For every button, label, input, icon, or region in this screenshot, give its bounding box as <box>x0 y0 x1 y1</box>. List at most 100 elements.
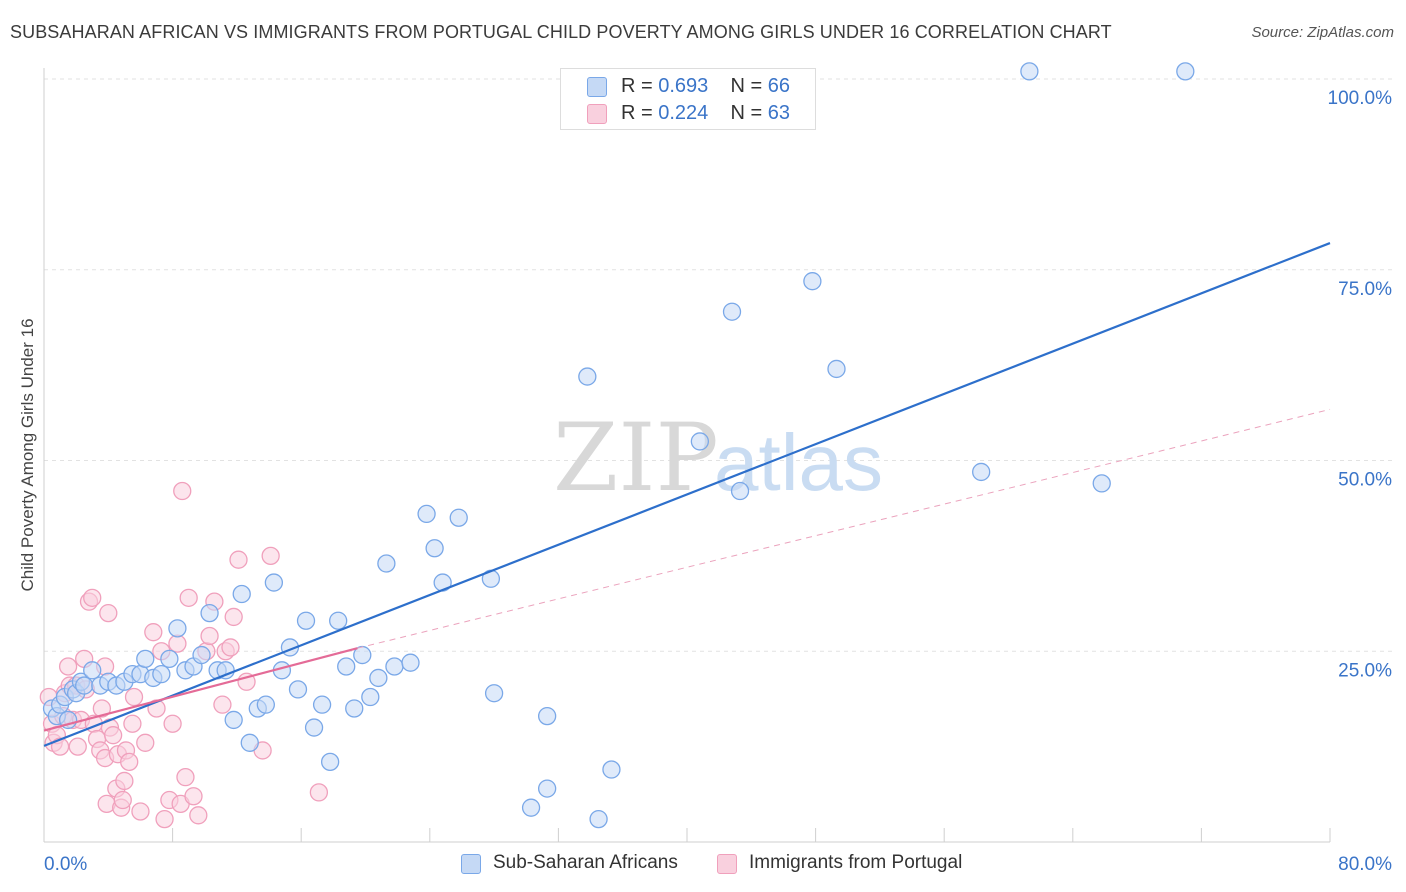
data-point-blue <box>827 359 846 379</box>
data-point-blue <box>521 798 541 817</box>
data-point-blue <box>417 504 436 524</box>
data-point-blue <box>730 481 750 501</box>
data-point-pink <box>229 550 248 569</box>
data-point-pink <box>213 695 232 714</box>
data-point-blue <box>240 733 259 752</box>
series-legend-swatch-blue <box>461 854 481 874</box>
data-point-pink <box>103 726 123 745</box>
legend-r-label: R = <box>621 75 653 97</box>
data-point-blue <box>1092 474 1111 493</box>
y-tick-label: 75.0% <box>1338 279 1392 300</box>
data-point-blue <box>537 779 557 798</box>
data-point-blue <box>296 611 316 630</box>
source-credit: Source: ZipAtlas.com <box>1251 24 1394 41</box>
data-point-blue <box>136 649 155 669</box>
data-point-pink <box>115 771 134 791</box>
data-point-blue <box>690 432 710 451</box>
legend-r-value: 0.224 <box>658 102 709 124</box>
data-point-pink <box>83 588 102 607</box>
legend-r-value: 0.693 <box>658 75 709 97</box>
series-legend-swatch-pink <box>717 854 737 874</box>
data-point-pink <box>200 626 219 646</box>
data-point-blue <box>329 611 348 630</box>
data-point-blue <box>401 653 420 672</box>
chart-title: SUBSAHARAN AFRICAN VS IMMIGRANTS FROM PO… <box>10 22 1112 42</box>
data-point-pink <box>68 737 87 756</box>
legend-r-label: R = <box>621 102 653 124</box>
legend-n-label: N = <box>730 75 763 97</box>
y-tick-labels: 25.0% 50.0% 75.0% 100.0% <box>1328 88 1393 681</box>
legend-n-label: N = <box>730 102 763 124</box>
trend-line-pink-extension <box>357 408 1331 649</box>
correlation-legend: R = 0.693 N = 66 R = 0.224 N = 63 <box>560 68 816 130</box>
data-point-pink <box>92 699 112 718</box>
data-point-pink <box>136 733 155 752</box>
data-point-blue <box>320 752 340 772</box>
data-point-pink <box>120 752 139 772</box>
series-legend: Sub-Saharan Africans Immigrants from Por… <box>0 852 1406 878</box>
series-pink-points <box>39 481 329 829</box>
legend-n-value: 63 <box>767 102 791 124</box>
data-point-blue <box>537 706 557 726</box>
y-tick-label: 100.0% <box>1328 88 1393 109</box>
data-point-blue <box>200 603 219 623</box>
data-point-blue <box>232 584 251 604</box>
data-point-blue <box>1176 62 1195 81</box>
data-point-blue <box>385 657 404 676</box>
data-point-blue <box>449 508 468 527</box>
data-point-pink <box>309 783 329 802</box>
data-point-pink <box>224 607 243 627</box>
data-point-pink <box>184 787 203 806</box>
data-point-pink <box>123 714 142 733</box>
data-point-blue <box>602 760 621 779</box>
data-point-pink <box>179 588 198 607</box>
x-tick-label-max: 80.0% <box>1338 854 1392 875</box>
data-point-blue <box>589 809 608 829</box>
data-point-blue <box>722 302 742 321</box>
data-point-blue <box>168 619 187 638</box>
gridlines <box>44 78 1392 652</box>
data-point-pink <box>58 657 78 676</box>
data-point-pink <box>113 790 132 810</box>
data-point-pink <box>176 767 195 787</box>
data-point-pink <box>189 806 208 825</box>
data-point-blue <box>152 664 171 684</box>
data-point-blue <box>345 699 364 718</box>
data-point-pink <box>99 603 118 623</box>
legend-swatch-pink <box>587 104 607 124</box>
legend-n-value: 66 <box>767 75 791 97</box>
data-point-blue <box>484 684 504 703</box>
data-point-blue <box>425 539 444 558</box>
data-point-pink <box>131 802 150 821</box>
trend-lines <box>43 242 1331 747</box>
data-point-blue <box>803 272 822 291</box>
data-point-pink <box>168 634 187 653</box>
trend-line-blue <box>43 242 1331 747</box>
data-point-pink <box>221 638 240 657</box>
data-point-blue <box>224 710 243 730</box>
data-point-blue <box>1020 62 1039 81</box>
data-point-pink <box>144 623 163 642</box>
data-point-blue <box>361 687 380 707</box>
x-axis <box>43 68 1331 843</box>
data-point-blue <box>369 668 388 688</box>
data-point-blue <box>337 657 356 676</box>
data-point-blue <box>75 676 94 695</box>
series-blue-points <box>42 62 1195 829</box>
series-legend-label-pink: Immigrants from Portugal <box>749 852 963 873</box>
data-point-pink <box>173 481 192 501</box>
data-point-blue <box>160 649 179 669</box>
data-point-blue <box>578 367 597 386</box>
watermark-zip: ZIP <box>553 404 719 513</box>
legend-swatch-blue <box>587 77 607 97</box>
trend-line-pink <box>43 647 358 732</box>
data-point-blue <box>288 680 308 699</box>
y-tick-label: 50.0% <box>1338 470 1392 491</box>
data-point-blue <box>312 695 332 714</box>
data-point-blue <box>256 695 275 714</box>
y-tick-label: 25.0% <box>1338 660 1392 681</box>
data-point-pink <box>124 687 144 707</box>
data-point-blue <box>83 661 102 680</box>
series-legend-label-blue: Sub-Saharan Africans <box>493 852 678 873</box>
